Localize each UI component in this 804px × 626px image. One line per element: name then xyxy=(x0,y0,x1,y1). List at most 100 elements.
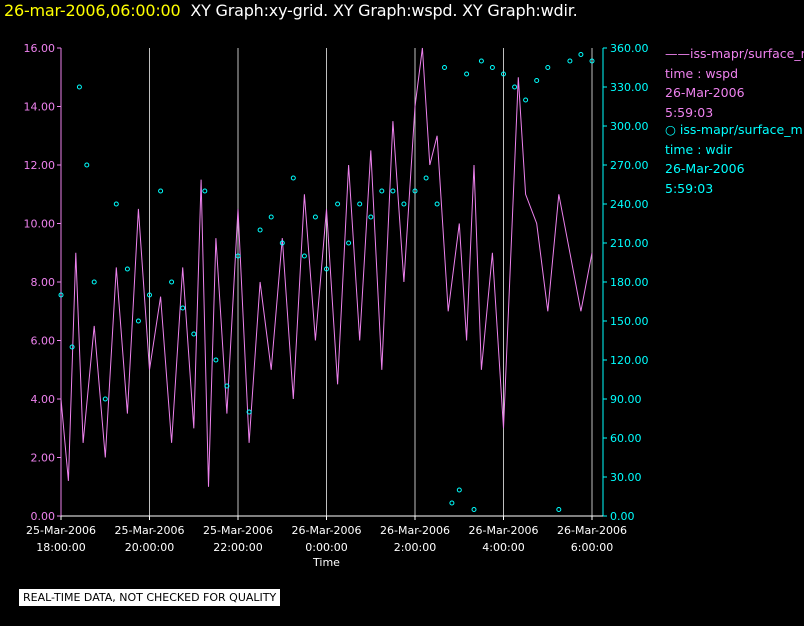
wdir-point xyxy=(158,188,164,194)
wdir-point xyxy=(449,500,455,506)
wdir-point xyxy=(290,175,296,181)
wdir-point xyxy=(180,305,186,311)
y-left-tick-label: 16.00 xyxy=(24,42,56,55)
wdir-point xyxy=(224,383,230,389)
wdir-point xyxy=(556,507,562,512)
legend-variable: time : wspd xyxy=(665,65,739,81)
y-right-tick-label: 120.00 xyxy=(610,354,649,367)
legend-time: 5:59:03 xyxy=(665,180,714,196)
wdir-point xyxy=(135,318,141,324)
y-right-tick-label: 30.00 xyxy=(610,471,642,484)
y-right-tick-label: 330.00 xyxy=(610,81,649,94)
wdir-point xyxy=(268,214,274,220)
legend-source: iss-mapr/surface_m xyxy=(679,122,803,137)
y-right-tick-label: 300.00 xyxy=(610,120,649,133)
legend-date: 26-Mar-2006 xyxy=(665,161,745,176)
wdir-point xyxy=(191,331,197,337)
legend-entry-wspd: ——iss-mapr/surface_m time : wspd 26-Mar-… xyxy=(665,44,804,122)
legend-line-marker: —— xyxy=(665,46,690,61)
wdir-point xyxy=(147,292,152,298)
y-left-tick-label: 10.00 xyxy=(24,218,56,231)
wdir-point xyxy=(567,58,573,64)
wspd-line xyxy=(60,47,593,487)
wdir-point xyxy=(401,201,407,207)
wdir-point xyxy=(324,266,329,272)
y-left-tick-label: 12.00 xyxy=(24,159,56,172)
x-tick-label-time: 18:00:00 xyxy=(36,541,85,554)
wdir-point xyxy=(84,162,90,168)
y-left-tick-label: 14.00 xyxy=(24,101,56,114)
wdir-point xyxy=(124,266,130,272)
chart-title: 26-mar-2006,06:00:00 XY Graph:xy-grid. X… xyxy=(4,1,578,20)
wdir-point xyxy=(545,65,551,70)
x-axis-label: Time xyxy=(312,556,340,569)
y-left-tick-label: 4.00 xyxy=(31,393,56,406)
wdir-point xyxy=(489,65,495,70)
y-right-tick-label: 270.00 xyxy=(610,159,649,172)
x-tick-label-time: 0:00:00 xyxy=(305,541,347,554)
wdir-point xyxy=(589,58,595,64)
wdir-point xyxy=(346,240,352,246)
x-tick-label-date: 26-Mar-2006 xyxy=(469,524,539,537)
wdir-point xyxy=(76,84,82,90)
wdir-point xyxy=(312,214,318,220)
y-left-tick-label: 2.00 xyxy=(31,452,56,465)
y-left-tick-label: 0.00 xyxy=(31,510,56,523)
x-tick-label-date: 26-Mar-2006 xyxy=(380,524,450,537)
x-tick-label-date: 26-Mar-2006 xyxy=(292,524,362,537)
legend-entry-wdir: ○ iss-mapr/surface_m time : wdir 26-Mar-… xyxy=(665,120,804,198)
y-right-tick-label: 180.00 xyxy=(610,276,649,289)
y-right-tick-label: 210.00 xyxy=(610,237,649,250)
wdir-point xyxy=(235,253,241,259)
y-right-tick-label: 150.00 xyxy=(610,315,649,328)
wdir-point xyxy=(471,507,477,512)
wdir-point xyxy=(534,78,540,83)
wdir-point xyxy=(464,71,470,77)
x-tick-label-date: 25-Mar-2006 xyxy=(115,524,185,537)
legend-time: 5:59:03 xyxy=(665,104,714,120)
wdir-point xyxy=(69,344,75,350)
y-left-tick-label: 6.00 xyxy=(31,335,56,348)
wdir-point xyxy=(512,84,518,90)
x-tick-label-time: 6:00:00 xyxy=(571,541,613,554)
wdir-point xyxy=(578,52,584,57)
wdir-point xyxy=(390,188,396,194)
wdir-point xyxy=(523,97,529,103)
quality-disclaimer: REAL-TIME DATA, NOT CHECKED FOR QUALITY xyxy=(19,589,281,606)
x-tick-label-date: 25-Mar-2006 xyxy=(26,524,96,537)
wdir-point xyxy=(301,253,307,259)
y-right-tick-label: 60.00 xyxy=(610,432,642,445)
legend-variable: time : wdir xyxy=(665,141,733,157)
wdir-point xyxy=(169,279,175,285)
wdir-point xyxy=(412,188,418,194)
wdir-point xyxy=(442,65,447,70)
y-left-tick-label: 8.00 xyxy=(31,276,56,289)
legend-date: 26-Mar-2006 xyxy=(665,85,745,100)
wdir-point xyxy=(456,487,462,493)
title-graphs: XY Graph:xy-grid. XY Graph:wspd. XY Grap… xyxy=(190,1,578,20)
x-tick-label-time: 20:00:00 xyxy=(125,541,174,554)
wdir-point xyxy=(478,58,484,64)
wdir-point xyxy=(379,188,385,194)
y-right-tick-label: 240.00 xyxy=(610,198,649,211)
title-timestamp: 26-mar-2006,06:00:00 xyxy=(4,1,181,20)
x-tick-label-time: 4:00:00 xyxy=(482,541,524,554)
wdir-point xyxy=(501,71,506,77)
wdir-point xyxy=(357,201,363,207)
wdir-point xyxy=(335,201,341,207)
x-tick-label-time: 2:00:00 xyxy=(394,541,436,554)
wdir-point xyxy=(102,396,108,402)
wdir-point xyxy=(434,201,440,207)
wdir-point xyxy=(423,175,429,181)
wdir-point xyxy=(279,240,285,246)
wdir-point xyxy=(202,188,208,194)
legend-source: iss-mapr/surface_m xyxy=(690,46,804,61)
wdir-point xyxy=(91,279,97,285)
wdir-point xyxy=(368,214,374,220)
wdir-point xyxy=(113,201,119,207)
x-tick-label-date: 25-Mar-2006 xyxy=(203,524,273,537)
x-tick-label-date: 26-Mar-2006 xyxy=(557,524,627,537)
wdir-point xyxy=(246,409,252,415)
legend-circle-marker: ○ xyxy=(665,122,676,137)
